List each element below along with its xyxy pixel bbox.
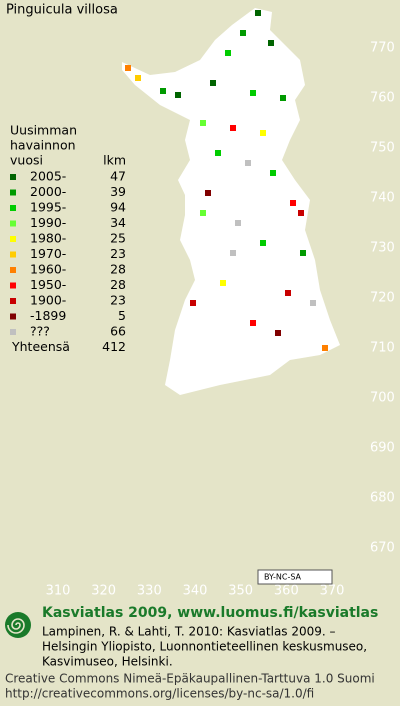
legend-swatch bbox=[10, 251, 16, 258]
legend-count: 66 bbox=[110, 324, 126, 339]
legend-label: 2000- bbox=[30, 184, 66, 199]
x-tick-label: 360 bbox=[274, 584, 299, 599]
citation-line: Kasvimuseo, Helsinki. bbox=[42, 655, 173, 669]
legend-count: 28 bbox=[110, 277, 126, 292]
y-tick-label: 760 bbox=[370, 91, 395, 106]
y-tick-label: 750 bbox=[370, 141, 395, 156]
x-tick-label: 350 bbox=[228, 584, 253, 599]
legend-count: 34 bbox=[110, 215, 126, 230]
legend-label: ??? bbox=[30, 324, 50, 339]
x-tick-label: 310 bbox=[46, 584, 71, 599]
legend-swatch bbox=[10, 174, 16, 180]
legend-swatch bbox=[10, 267, 16, 273]
legend-count: 23 bbox=[110, 293, 126, 308]
license-line: http://creativecommons.org/licenses/by-n… bbox=[5, 687, 314, 701]
y-tick-label: 680 bbox=[370, 491, 395, 506]
legend-swatch bbox=[10, 329, 16, 335]
y-tick-label: 740 bbox=[370, 191, 395, 206]
y-tick-label: 720 bbox=[370, 291, 395, 306]
legend-total-label: Yhteensä bbox=[11, 339, 70, 354]
finland-outline bbox=[122, 8, 340, 395]
legend-label: 1960- bbox=[30, 262, 66, 277]
license-line: Creative Commons Nimeä-Epäkaupallinen-Ta… bbox=[5, 672, 375, 686]
legend-count: 94 bbox=[110, 200, 126, 215]
legend-count: 28 bbox=[110, 262, 126, 277]
legend-label: 1995- bbox=[30, 200, 66, 215]
x-tick-label: 370 bbox=[320, 584, 345, 599]
legend-swatch bbox=[10, 236, 16, 242]
legend-swatch bbox=[10, 189, 16, 196]
observation-squares bbox=[125, 10, 328, 351]
y-tick-label: 770 bbox=[370, 41, 395, 56]
legend-label: 1900- bbox=[30, 293, 66, 308]
legend-count: 5 bbox=[118, 308, 126, 323]
legend-label: 1950- bbox=[30, 277, 66, 292]
x-tick-label: 340 bbox=[183, 584, 208, 599]
legend-swatch bbox=[10, 220, 16, 227]
y-tick-label: 710 bbox=[370, 341, 395, 356]
map-title: Pinguicula villosa bbox=[6, 3, 118, 18]
y-tick-label: 690 bbox=[370, 441, 395, 456]
spiral-logo bbox=[5, 612, 31, 638]
legend-count: 39 bbox=[110, 184, 126, 199]
legend-swatch bbox=[10, 205, 16, 211]
citation-line: Helsingin Yliopisto, Luonnontieteellinen… bbox=[42, 640, 367, 654]
legend-count: 25 bbox=[110, 231, 126, 246]
legend-heading: Uusimman bbox=[10, 123, 77, 138]
legend-swatch bbox=[10, 282, 16, 289]
legend-count-heading: lkm bbox=[103, 153, 126, 168]
x-tick-label: 330 bbox=[137, 584, 162, 599]
legend-label: 1980- bbox=[30, 231, 66, 246]
legend-heading: vuosi bbox=[10, 153, 43, 168]
legend-label: 2005- bbox=[30, 169, 66, 184]
citation-line: Lampinen, R. & Lahti, T. 2010: Kasviatla… bbox=[42, 625, 336, 639]
legend-label: 1970- bbox=[30, 246, 66, 261]
y-tick-label: 670 bbox=[370, 541, 395, 556]
legend-count: 47 bbox=[110, 169, 126, 184]
legend-heading: havainnon bbox=[10, 138, 76, 153]
x-tick-label: 320 bbox=[91, 584, 116, 599]
legend-total-count: 412 bbox=[102, 339, 126, 354]
legend-swatch bbox=[10, 313, 16, 320]
legend-label: -1899 bbox=[30, 308, 66, 323]
legend-swatch bbox=[10, 298, 16, 304]
legend-label: 1990- bbox=[30, 215, 66, 230]
badge-label: BY-NC-SA bbox=[264, 573, 302, 582]
license-badge bbox=[257, 569, 333, 585]
y-tick-label: 700 bbox=[370, 391, 395, 406]
site-title: Kasviatlas 2009, www.luomus.fi/kasviatla… bbox=[42, 605, 378, 621]
y-tick-label: 730 bbox=[370, 241, 395, 256]
legend-count: 23 bbox=[110, 246, 126, 261]
